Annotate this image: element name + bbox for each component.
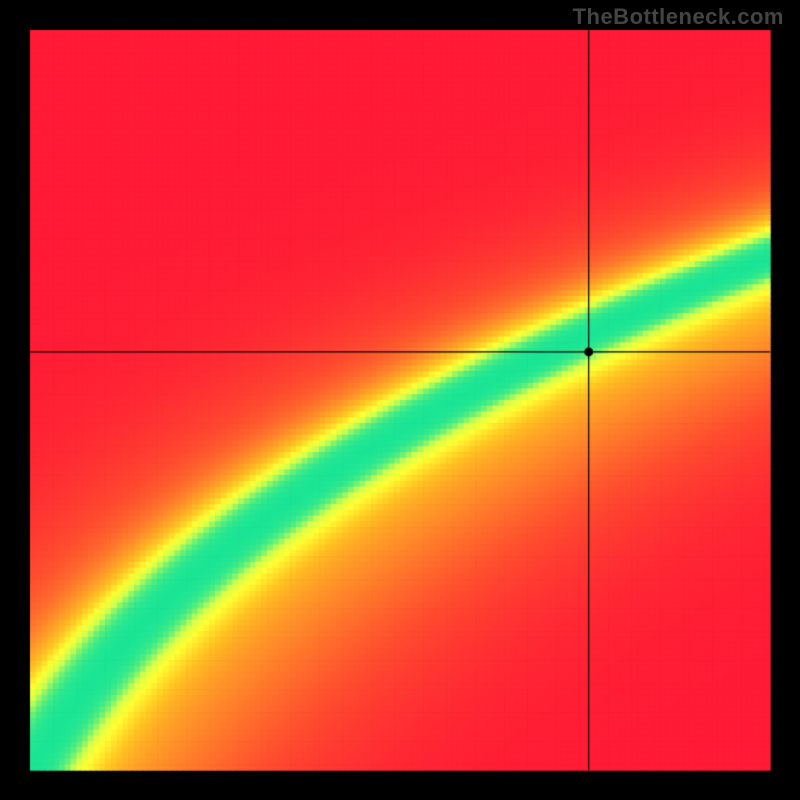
watermark-label: TheBottleneck.com — [573, 4, 784, 30]
chart-container: TheBottleneck.com — [0, 0, 800, 800]
bottleneck-heatmap — [0, 0, 800, 800]
